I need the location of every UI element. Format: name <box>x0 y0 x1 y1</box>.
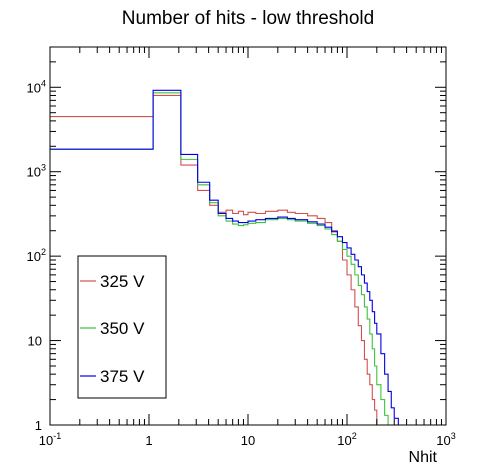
series-line-1 <box>50 94 385 425</box>
legend-box <box>77 255 167 399</box>
x-tick-label: 10 <box>241 433 255 448</box>
x-tick-label: 1 <box>145 433 152 448</box>
legend-label-3: 375 V <box>100 367 145 386</box>
chart-title: Number of hits - low threshold <box>122 8 374 29</box>
series-line-3 <box>50 89 403 425</box>
legend-label-2: 350 V <box>100 319 145 338</box>
y-tick-label: 1 <box>35 418 42 433</box>
legend: 325 V 350 V 375 V <box>77 255 167 399</box>
x-axis-label: Nhit <box>409 449 438 466</box>
y-tick-label: 10 <box>28 334 42 349</box>
series-layer <box>50 89 403 425</box>
legend-label-1: 325 V <box>100 272 145 291</box>
